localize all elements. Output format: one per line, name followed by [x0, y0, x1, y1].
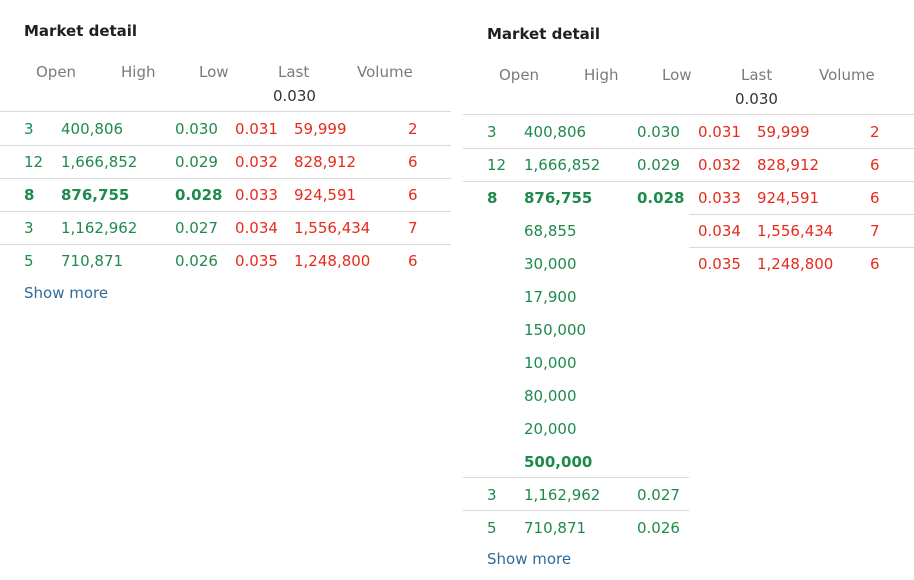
- panel1-row1-volume: 2: [408, 120, 418, 138]
- panel1-row3-volume: 6: [408, 186, 418, 204]
- panel2-bid1-low: 0.030: [637, 123, 680, 141]
- panel2-header-volume: Volume: [819, 66, 875, 84]
- panel2-ask5-volume: 6: [870, 255, 880, 273]
- order-breakdown-total: 500,000: [524, 453, 593, 471]
- panel2-bid1-open: 3: [487, 123, 497, 141]
- row-divider: [0, 244, 451, 245]
- panel2-ask2-volume: 6: [870, 156, 880, 174]
- panel1-header-low: Low: [199, 63, 229, 81]
- panel2-bid2-open: 12: [487, 156, 507, 174]
- panel2-ask3-lastvol: 924,591: [757, 189, 820, 207]
- panel2-ask4-lastvol: 1,556,434: [757, 222, 834, 240]
- panel1-row5-lastvol: 1,248,800: [294, 252, 371, 270]
- panel1-row1-low: 0.030: [175, 120, 218, 138]
- panel1-row2-volume: 6: [408, 153, 418, 171]
- row-divider: [463, 510, 689, 511]
- panel1-header-open: Open: [36, 63, 77, 81]
- panel2-last-price: 0.030: [735, 90, 778, 108]
- panel1-row4-low: 0.027: [175, 219, 218, 237]
- panel1-row3-high: 876,755: [61, 186, 130, 204]
- order-breakdown-item: 10,000: [524, 354, 577, 372]
- panel2-ask2-lastvol: 828,912: [757, 156, 820, 174]
- panel1-row1-high: 400,806: [61, 120, 124, 138]
- panel1-header-last: Last: [278, 63, 310, 81]
- panel2-header-low: Low: [662, 66, 692, 84]
- panel2-header-high: High: [584, 66, 619, 84]
- panel2-ask3-last: 0.033: [698, 189, 741, 207]
- panel2-bid1-high: 400,806: [524, 123, 587, 141]
- panel2-ask5-last: 0.035: [698, 255, 741, 273]
- panel1-row3-lastvol: 924,591: [294, 186, 357, 204]
- panel2-bid5-low: 0.026: [637, 519, 680, 537]
- panel2-bid4-high: 1,162,962: [524, 486, 601, 504]
- order-breakdown-item: 68,855: [524, 222, 577, 240]
- panel2-bid4-low: 0.027: [637, 486, 680, 504]
- panel2-ask1-volume: 2: [870, 123, 880, 141]
- panel2-divider: [463, 114, 914, 115]
- panel1-last-price: 0.030: [273, 87, 316, 105]
- panel1-row5-last: 0.035: [235, 252, 278, 270]
- panel2-bid5-high: 710,871: [524, 519, 587, 537]
- panel2-bid3-open[interactable]: 8: [487, 189, 498, 207]
- panel1-row5-high: 710,871: [61, 252, 124, 270]
- order-breakdown-item: 20,000: [524, 420, 577, 438]
- row-divider: [689, 247, 914, 248]
- panel1-row4-high: 1,162,962: [61, 219, 138, 237]
- panel2-header-open: Open: [499, 66, 540, 84]
- panel2-bid3-high[interactable]: 876,755: [524, 189, 593, 207]
- row-divider: [0, 145, 451, 146]
- panel2-bid2-low: 0.029: [637, 156, 680, 174]
- panel1-header-volume: Volume: [357, 63, 413, 81]
- panel1-row1-lastvol: 59,999: [294, 120, 347, 138]
- panel1-row2-low: 0.029: [175, 153, 218, 171]
- panel2-ask4-volume: 7: [870, 222, 880, 240]
- panel1-row2-lastvol: 828,912: [294, 153, 357, 171]
- panel2-show-more-link[interactable]: Show more: [487, 550, 572, 568]
- panel1-row4-open: 3: [24, 219, 34, 237]
- panel2-bid5-open: 5: [487, 519, 497, 537]
- panel2-ask3-volume: 6: [870, 189, 880, 207]
- panel1-row3-open: 8: [24, 186, 35, 204]
- panel1-row3-low: 0.028: [175, 186, 223, 204]
- order-breakdown-item: 150,000: [524, 321, 587, 339]
- panel1-row2-open: 12: [24, 153, 44, 171]
- order-breakdown-item: 17,900: [524, 288, 577, 306]
- panel1-row5-open: 5: [24, 252, 34, 270]
- panel1-row1-last: 0.031: [235, 120, 278, 138]
- row-divider: [463, 477, 689, 478]
- panel1-row4-lastvol: 1,556,434: [294, 219, 371, 237]
- panel1-divider: [0, 111, 451, 112]
- row-divider: [689, 214, 914, 215]
- panel2-ask2-last: 0.032: [698, 156, 741, 174]
- row-divider: [463, 181, 914, 182]
- panel1-row1-open: 3: [24, 120, 34, 138]
- panel2-header-last: Last: [741, 66, 773, 84]
- panel1-header-high: High: [121, 63, 156, 81]
- panel1-row4-volume: 7: [408, 219, 418, 237]
- panel1-title: Market detail: [24, 22, 138, 40]
- panel2-ask1-lastvol: 59,999: [757, 123, 810, 141]
- panel2-bid4-open: 3: [487, 486, 497, 504]
- panel1-row2-high: 1,666,852: [61, 153, 138, 171]
- panel2-ask4-last: 0.034: [698, 222, 741, 240]
- panel1-row4-last: 0.034: [235, 219, 278, 237]
- panel2-bid2-high: 1,666,852: [524, 156, 601, 174]
- panel2-bid3-low[interactable]: 0.028: [637, 189, 685, 207]
- panel2-ask1-last: 0.031: [698, 123, 741, 141]
- panel1-show-more-link[interactable]: Show more: [24, 284, 109, 302]
- panel1-row3-last: 0.033: [235, 186, 278, 204]
- row-divider: [463, 148, 914, 149]
- row-divider: [0, 211, 451, 212]
- panel1-row5-volume: 6: [408, 252, 418, 270]
- order-breakdown-item: 80,000: [524, 387, 577, 405]
- panel2-ask5-lastvol: 1,248,800: [757, 255, 834, 273]
- order-breakdown-item: 30,000: [524, 255, 577, 273]
- panel2-title: Market detail: [487, 25, 601, 43]
- panel1-row2-last: 0.032: [235, 153, 278, 171]
- panel1-row5-low: 0.026: [175, 252, 218, 270]
- row-divider: [0, 178, 451, 179]
